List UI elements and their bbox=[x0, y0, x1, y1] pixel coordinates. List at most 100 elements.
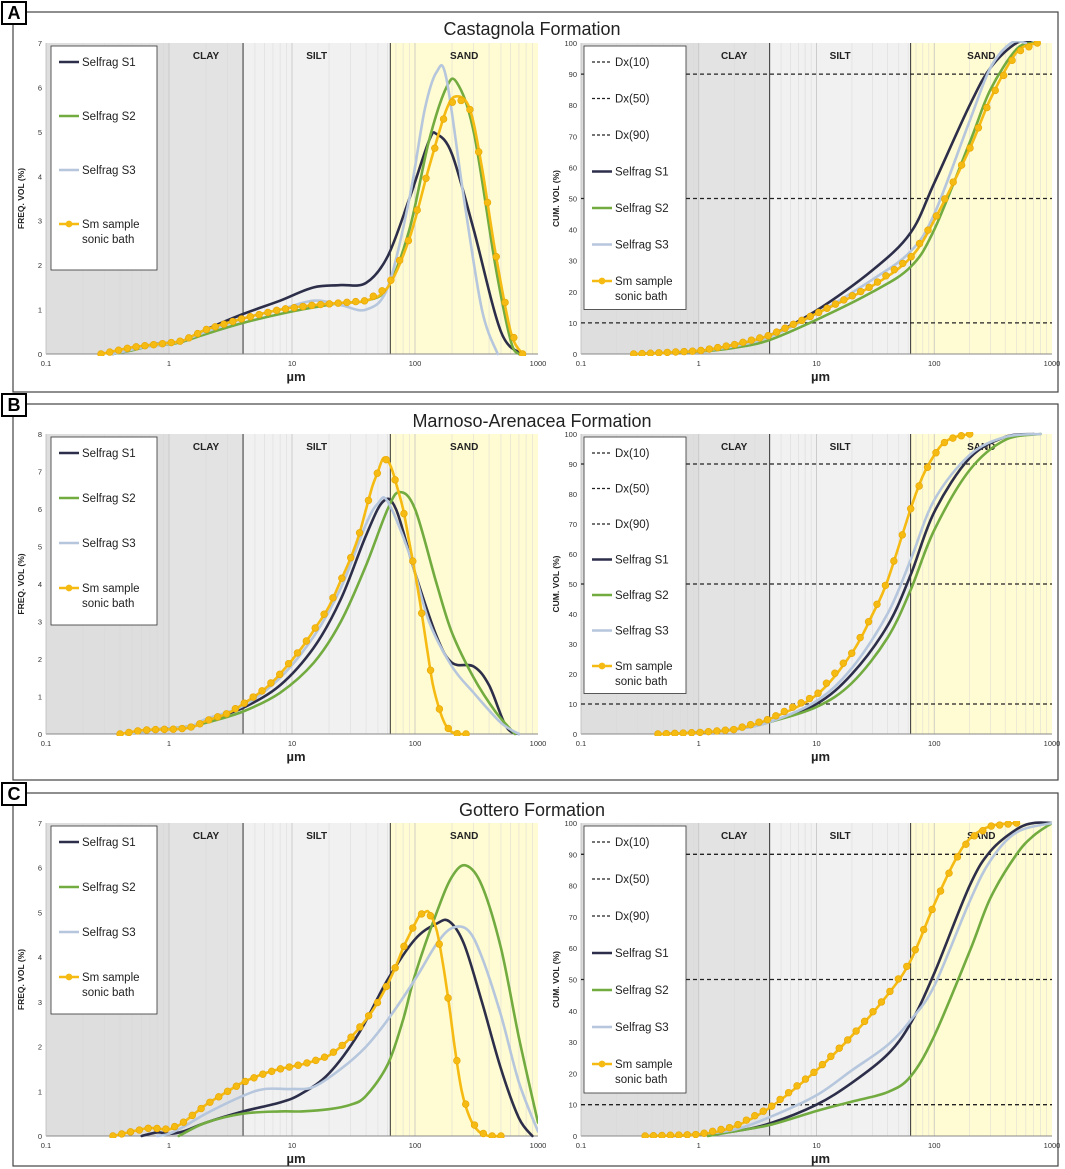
sm-sonic-bath-point bbox=[734, 1120, 742, 1129]
panel-title: Castagnola Formation bbox=[443, 19, 620, 39]
sm-sonic-bath-point bbox=[966, 144, 974, 152]
sm-sonic-bath-point bbox=[722, 342, 730, 350]
sm-sonic-bath-point bbox=[142, 726, 151, 734]
sm-sonic-bath-point bbox=[671, 729, 679, 736]
sm-sonic-bath-point bbox=[688, 347, 697, 355]
sm-sonic-bath-point bbox=[250, 1074, 258, 1082]
y-tick-label: 50 bbox=[569, 580, 577, 589]
sm-sonic-bath-point bbox=[132, 343, 140, 351]
sm-sonic-bath-point bbox=[475, 148, 483, 156]
y-axis-title: FREQ. VOL (%) bbox=[16, 553, 26, 614]
legend-label-line: Sm sample bbox=[82, 583, 140, 595]
legend-box bbox=[50, 825, 158, 1015]
sm-sonic-bath-point bbox=[457, 96, 465, 105]
sm-sonic-bath-point bbox=[865, 283, 873, 292]
y-tick-label: 5 bbox=[38, 543, 42, 552]
y-axis-title: FREQ. VOL (%) bbox=[16, 949, 26, 1010]
sm-sonic-bath-point bbox=[928, 905, 936, 914]
sm-sonic-bath-point bbox=[957, 161, 966, 169]
sm-sonic-bath-point bbox=[334, 299, 342, 307]
legend-label: Selfrag S3 bbox=[82, 538, 136, 550]
sm-sonic-bath-point bbox=[814, 689, 822, 697]
y-tick-label: 90 bbox=[569, 70, 577, 79]
sm-sonic-bath-point bbox=[448, 98, 457, 106]
legend-label: Sm sample sonic bath bbox=[615, 276, 673, 303]
sm-sonic-bath-point bbox=[391, 476, 399, 484]
y-tick-label: 5 bbox=[38, 128, 42, 137]
sm-sonic-bath-point bbox=[193, 329, 202, 338]
sm-sonic-bath-point bbox=[789, 320, 798, 328]
sm-sonic-bath-point bbox=[965, 432, 974, 438]
sm-sonic-bath-point bbox=[144, 1124, 152, 1132]
sm-sonic-bath-point bbox=[347, 553, 355, 562]
zone-label-clay: CLAY bbox=[721, 51, 748, 62]
legend-label: Sm sample sonic bath bbox=[82, 583, 140, 610]
zone-label-silt: SILT bbox=[306, 51, 327, 62]
sm-sonic-bath-point bbox=[205, 716, 213, 724]
series-group bbox=[97, 64, 527, 356]
x-tick-label: 100 bbox=[409, 359, 422, 368]
sm-sonic-bath-point bbox=[675, 1131, 683, 1138]
y-tick-label: 3 bbox=[38, 618, 42, 627]
sm-sonic-bath-point bbox=[162, 1125, 170, 1133]
y-tick-label: 6 bbox=[38, 83, 42, 92]
sm-sonic-bath-point bbox=[178, 724, 186, 733]
legend-marker bbox=[598, 1060, 606, 1068]
sm-sonic-bath-point bbox=[501, 298, 509, 307]
y-tick-label: 6 bbox=[38, 505, 42, 514]
series-line-selfrag-s1 bbox=[140, 918, 534, 1138]
legend-label-line: sonic bath bbox=[615, 1074, 667, 1086]
sm-sonic-bath-point bbox=[267, 679, 275, 687]
x-tick-label: 100 bbox=[409, 739, 422, 748]
y-tick-label: 0 bbox=[38, 730, 42, 739]
y-tick-label: 80 bbox=[569, 101, 577, 110]
sm-sonic-bath-point bbox=[768, 1102, 776, 1110]
y-tick-label: 0 bbox=[38, 1132, 42, 1141]
sm-sonic-bath-point bbox=[382, 982, 391, 991]
sm-sonic-bath-point bbox=[167, 338, 175, 347]
sm-sonic-bath-point bbox=[215, 1093, 223, 1101]
sm-sonic-bath-point bbox=[241, 1077, 249, 1086]
zone-sand-band bbox=[390, 434, 538, 734]
zone-label-silt: SILT bbox=[306, 442, 327, 453]
sm-sonic-bath-point bbox=[276, 670, 284, 679]
sm-sonic-bath-point bbox=[705, 345, 714, 353]
sm-sonic-bath-point bbox=[347, 1033, 355, 1041]
x-tick-label: 100 bbox=[928, 1141, 941, 1150]
sm-sonic-bath-point bbox=[1025, 43, 1033, 51]
legend-label: Dx(90) bbox=[615, 911, 650, 923]
y-tick-label: 7 bbox=[38, 468, 42, 477]
legend-label-line: sonic bath bbox=[82, 987, 134, 999]
series-line-selfrag-s3 bbox=[155, 925, 538, 1138]
sm-sonic-bath-point bbox=[629, 350, 638, 356]
sm-sonic-bath-point bbox=[886, 987, 894, 996]
sm-sonic-bath-point bbox=[320, 1053, 329, 1061]
panel-frame-c bbox=[12, 792, 1059, 1167]
panel-letter: B bbox=[8, 395, 21, 415]
y-tick-label: 100 bbox=[564, 430, 577, 439]
sm-sonic-bath-point bbox=[422, 174, 430, 182]
legend-label: Sm sample sonic bath bbox=[82, 219, 140, 246]
y-axis-title: CUM. VOL (%) bbox=[551, 170, 561, 227]
sm-sonic-bath-point bbox=[899, 259, 907, 268]
sm-sonic-bath-point bbox=[789, 703, 797, 711]
sm-sonic-bath-point bbox=[784, 1088, 793, 1097]
sm-sonic-bath-point bbox=[658, 1131, 666, 1138]
sm-sonic-bath-point bbox=[97, 350, 105, 356]
y-tick-label: 2 bbox=[38, 655, 42, 664]
sm-sonic-bath-point bbox=[983, 103, 991, 112]
cumulative-chart-a: CLAY SILT SAND 0 10 20 30 40 50 60 70 80 90 100 0.1 1 10… bbox=[551, 39, 1060, 384]
legend-label: Dx(50) bbox=[615, 874, 650, 886]
sm-sonic-bath-point bbox=[848, 649, 856, 657]
legend-label: Selfrag S2 bbox=[615, 203, 669, 215]
sm-sonic-bath-point bbox=[852, 1027, 860, 1035]
sm-sonic-bath-point bbox=[185, 334, 193, 342]
sm-sonic-bath-point bbox=[325, 300, 334, 308]
sm-sonic-bath-point bbox=[940, 438, 949, 447]
sm-sonic-bath-point bbox=[680, 347, 688, 356]
legend-label: Selfrag S1 bbox=[82, 448, 136, 460]
sm-sonic-bath-point bbox=[293, 649, 302, 657]
y-tick-label: 1 bbox=[38, 693, 42, 702]
sm-sonic-bath-point bbox=[106, 348, 114, 356]
y-tick-label: 40 bbox=[569, 610, 577, 619]
